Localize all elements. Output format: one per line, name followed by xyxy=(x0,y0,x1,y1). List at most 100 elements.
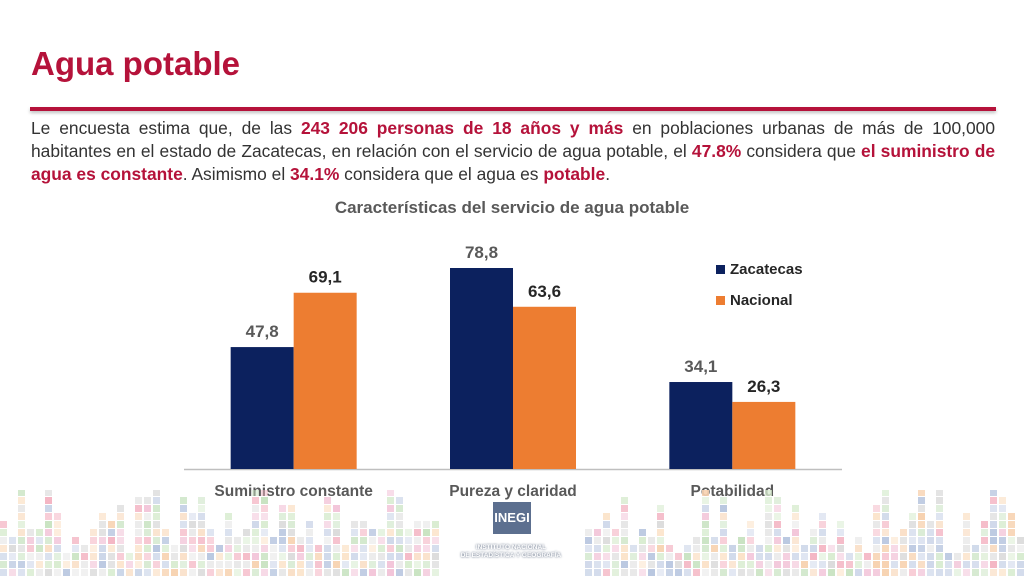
decorative-tile xyxy=(711,553,718,560)
decorative-tile xyxy=(333,513,340,520)
decorative-tile xyxy=(90,537,97,544)
decorative-tile xyxy=(630,553,637,560)
decorative-tile xyxy=(891,561,898,568)
decorative-tile xyxy=(918,529,925,536)
decorative-tile xyxy=(324,497,331,504)
decorative-tile xyxy=(936,505,943,512)
decorative-tile xyxy=(639,529,646,536)
decorative-tile xyxy=(414,561,421,568)
decorative-tile xyxy=(387,497,394,504)
decorative-tile xyxy=(1008,513,1015,520)
decorative-tile xyxy=(999,513,1006,520)
decorative-tile xyxy=(954,569,961,576)
intro-paragraph: Le encuesta estima que, de las 243 206 p… xyxy=(31,117,995,186)
decorative-tile xyxy=(144,529,151,536)
decorative-tile xyxy=(198,537,205,544)
decorative-tile xyxy=(792,537,799,544)
decorative-tile xyxy=(333,505,340,512)
decorative-tile xyxy=(423,553,430,560)
decorative-tile xyxy=(162,545,169,552)
decorative-tile xyxy=(351,569,358,576)
decorative-tile xyxy=(270,569,277,576)
decorative-tile xyxy=(252,497,259,504)
decorative-tile xyxy=(135,569,142,576)
decorative-tile xyxy=(1008,569,1015,576)
decorative-tile xyxy=(0,569,7,576)
decorative-tile xyxy=(369,529,376,536)
decorative-tile xyxy=(162,529,169,536)
decorative-tile xyxy=(918,505,925,512)
decorative-tile xyxy=(297,545,304,552)
decorative-tile xyxy=(0,553,7,560)
decorative-tile xyxy=(999,545,1006,552)
decorative-tile xyxy=(117,529,124,536)
decorative-tile xyxy=(198,569,205,576)
decorative-tile xyxy=(882,521,889,528)
decorative-tile xyxy=(180,561,187,568)
decorative-tile xyxy=(918,561,925,568)
decorative-tile xyxy=(324,553,331,560)
decorative-tile xyxy=(225,561,232,568)
decorative-tile xyxy=(198,561,205,568)
decorative-tile xyxy=(378,529,385,536)
decorative-tile xyxy=(252,529,259,536)
decorative-tile xyxy=(657,513,664,520)
decorative-tile xyxy=(720,569,727,576)
decorative-tile xyxy=(405,561,412,568)
data-label-nacional-3: 26,3 xyxy=(747,377,780,396)
decorative-tile xyxy=(999,529,1006,536)
decorative-tile xyxy=(612,553,619,560)
decorative-tile xyxy=(999,569,1006,576)
decorative-tile xyxy=(981,545,988,552)
decorative-tile xyxy=(765,497,772,504)
decorative-tile xyxy=(603,521,610,528)
decorative-tile xyxy=(81,553,88,560)
decorative-tile xyxy=(819,545,826,552)
decorative-tile xyxy=(225,569,232,576)
decorative-tile xyxy=(333,569,340,576)
decorative-tile xyxy=(333,529,340,536)
decorative-tile xyxy=(639,537,646,544)
decorative-tile xyxy=(882,545,889,552)
decorative-tile xyxy=(891,545,898,552)
decorative-tile xyxy=(1008,537,1015,544)
decorative-tile xyxy=(135,553,142,560)
decorative-tile xyxy=(927,561,934,568)
decorative-tile xyxy=(333,553,340,560)
decorative-tile xyxy=(711,545,718,552)
decorative-tile xyxy=(675,569,682,576)
decorative-tile xyxy=(756,553,763,560)
decorative-tile xyxy=(909,521,916,528)
decorative-tile xyxy=(189,569,196,576)
decorative-tile xyxy=(909,561,916,568)
decorative-tile xyxy=(414,521,421,528)
decorative-tile xyxy=(171,545,178,552)
decorative-tile xyxy=(234,545,241,552)
decorative-tile xyxy=(117,505,124,512)
decorative-tile xyxy=(324,537,331,544)
decorative-tile xyxy=(261,521,268,528)
decorative-tile xyxy=(405,545,412,552)
intro-highlight-pct-constant: 47.8% xyxy=(691,141,742,161)
decorative-tile xyxy=(873,545,880,552)
decorative-tile xyxy=(774,505,781,512)
decorative-tile xyxy=(405,529,412,536)
decorative-tile xyxy=(18,569,25,576)
decorative-tile xyxy=(45,513,52,520)
decorative-tile xyxy=(693,537,700,544)
decorative-tile xyxy=(360,561,367,568)
decorative-tile xyxy=(414,553,421,560)
decorative-tile xyxy=(279,569,286,576)
decorative-tile xyxy=(585,553,592,560)
decorative-tile xyxy=(360,521,367,528)
decorative-tile xyxy=(936,497,943,504)
decorative-tile xyxy=(288,505,295,512)
decorative-tile xyxy=(594,529,601,536)
decorative-tile xyxy=(333,545,340,552)
decorative-tile xyxy=(891,537,898,544)
decorative-tile xyxy=(621,545,628,552)
decorative-tile xyxy=(954,553,961,560)
decorative-tile xyxy=(783,561,790,568)
decorative-tile xyxy=(36,569,43,576)
decorative-tile xyxy=(288,521,295,528)
